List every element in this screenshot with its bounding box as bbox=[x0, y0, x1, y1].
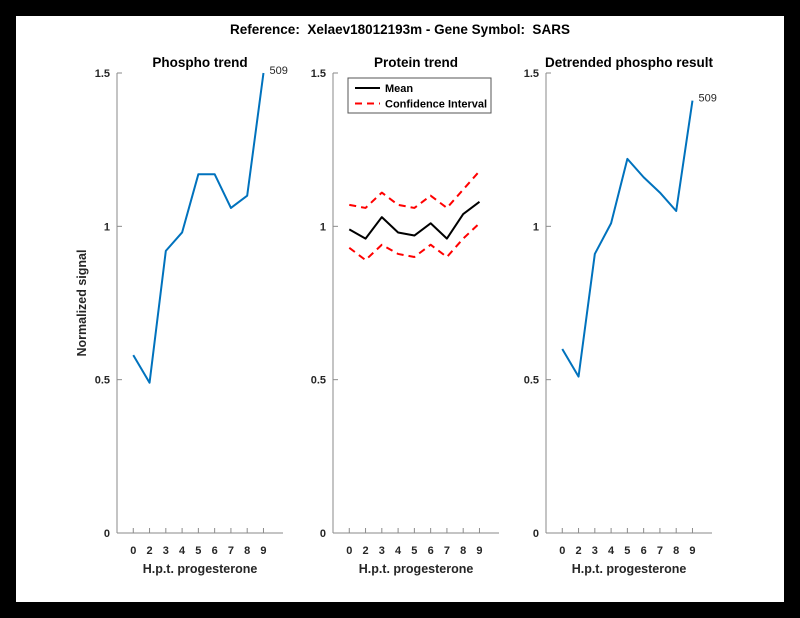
subplot-1-y-tick-label: 0 bbox=[104, 528, 110, 540]
subplot-3-x-tick-label: 2 bbox=[575, 545, 581, 557]
subplot-1-y-tick-label: 0.5 bbox=[95, 375, 110, 387]
subplot-1-series-phospho-signal bbox=[132, 72, 265, 384]
subplot-1-x-tick-label: 8 bbox=[244, 545, 250, 557]
subplot-2-x-tick-label: 2 bbox=[362, 545, 368, 557]
subplot-3-y-tick-label: 1.5 bbox=[524, 68, 539, 80]
subplot-3-x-tick-label: 9 bbox=[689, 545, 695, 557]
figure-canvas: Reference: Xelaev18012193m - Gene Symbol… bbox=[16, 16, 784, 602]
legend-label-mean: Mean bbox=[385, 83, 413, 95]
subplot-1-y-tick-label: 1.5 bbox=[95, 68, 110, 80]
subplot-2-x-tick-label: 6 bbox=[428, 545, 434, 557]
subplot-2-series-confidence-interval-upper bbox=[349, 170, 481, 209]
subplot-1-title: Phospho trend bbox=[152, 55, 247, 70]
subplot-2-series-mean bbox=[348, 201, 481, 240]
subplot-1-x-tick-label: 5 bbox=[195, 545, 201, 557]
subplot-2-x-tick-label: 8 bbox=[460, 545, 466, 557]
subplot-2-legend-box bbox=[347, 77, 492, 114]
subplot-3-x-tick-label: 6 bbox=[641, 545, 647, 557]
subplot-3-x-tick-label: 0 bbox=[559, 545, 565, 557]
subplot-2-x-tick-label: 0 bbox=[346, 545, 352, 557]
subplot-2-series-confidence-interval-lower bbox=[348, 222, 481, 262]
subplot-3-x-tick-label: 7 bbox=[657, 545, 663, 557]
subplot-3-y-tick-label: 1 bbox=[533, 221, 539, 233]
subplot-1-x-tick-label: 9 bbox=[260, 545, 266, 557]
subplot-2-x-tick-label: 4 bbox=[395, 545, 402, 557]
subplot-2-x-tick-label: 7 bbox=[444, 545, 450, 557]
subplot-3-series-detrended-phospho-signal bbox=[561, 100, 694, 378]
subplot-2-title: Protein trend bbox=[374, 55, 458, 70]
subplot-1-x-tick-label: 4 bbox=[179, 545, 186, 557]
subplot-1-x-tick-label: 2 bbox=[146, 545, 152, 557]
subplot-2-y-tick-label: 1 bbox=[320, 221, 326, 233]
subplot-3-y-tick-label: 0.5 bbox=[524, 375, 539, 387]
subplot-2-y-tick-label: 1.5 bbox=[311, 68, 326, 80]
subplot-3-xlabel: H.p.t. progesterone bbox=[572, 562, 687, 576]
subplot-2-y-tick-label: 0.5 bbox=[311, 375, 326, 387]
subplot-3-title: Detrended phospho result bbox=[545, 55, 714, 70]
subplot-1-ylabel: Normalized signal bbox=[75, 250, 89, 357]
subplot-2-x-tick-label: 5 bbox=[411, 545, 417, 557]
subplot-3-x-tick-label: 8 bbox=[673, 545, 679, 557]
legend-label-confidence-interval: Confidence Interval bbox=[385, 99, 487, 111]
subplot-2-y-tick-label: 0 bbox=[320, 528, 326, 540]
subplot-3-y-tick-label: 0 bbox=[533, 528, 539, 540]
subplot-1-x-tick-label: 0 bbox=[130, 545, 136, 557]
subplot-2-xlabel: H.p.t. progesterone bbox=[359, 562, 474, 576]
subplot-1-xlabel: H.p.t. progesterone bbox=[143, 562, 258, 576]
subplot-3-x-tick-label: 4 bbox=[608, 545, 615, 557]
subplot-1-y-tick-label: 1 bbox=[104, 221, 110, 233]
subplot-3-x-tick-label: 5 bbox=[624, 545, 630, 557]
subplot-1-annotation: 509 bbox=[269, 65, 287, 77]
subplot-1-x-tick-label: 6 bbox=[212, 545, 218, 557]
subplot-2-x-tick-label: 9 bbox=[476, 545, 482, 557]
figure-title: Reference: Xelaev18012193m - Gene Symbol… bbox=[230, 22, 570, 37]
subplot-2-x-tick-label: 3 bbox=[379, 545, 385, 557]
subplot-1-x-tick-label: 7 bbox=[228, 545, 234, 557]
subplot-1-x-tick-label: 3 bbox=[163, 545, 169, 557]
subplot-3-annotation: 509 bbox=[698, 93, 716, 105]
subplot-3-x-tick-label: 3 bbox=[592, 545, 598, 557]
